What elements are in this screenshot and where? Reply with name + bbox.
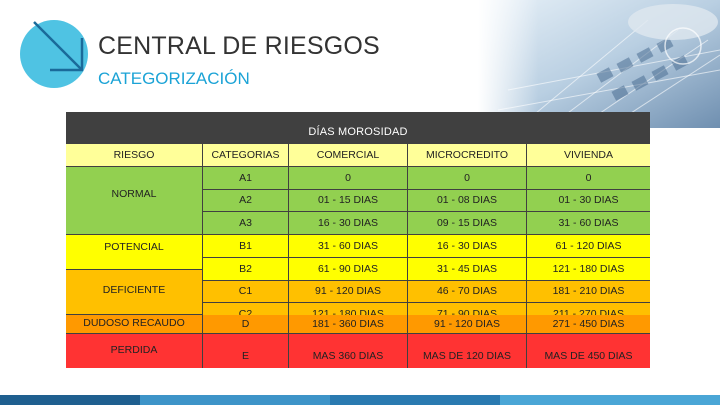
- table-cell: 09 - 15 DIAS: [408, 212, 526, 234]
- table-cell: 01 - 30 DIAS: [527, 190, 650, 211]
- table-cell: 01 - 08 DIAS: [408, 190, 526, 211]
- risk-table: DÍAS MOROSIDAD RIESGO CATEGORIAS COMERCI…: [66, 112, 650, 368]
- table-cell: MAS 360 DIAS: [289, 334, 407, 368]
- table-cell: 91 - 120 DIAS: [289, 281, 407, 302]
- table-header-row: RIESGO CATEGORIAS COMERCIAL MICROCREDITO…: [66, 144, 650, 166]
- arrow-down-right-icon: [33, 21, 84, 72]
- table-cell: A2: [203, 190, 288, 211]
- table-cell: A1: [203, 167, 288, 189]
- table-cell: 31 - 60 DIAS: [289, 235, 407, 257]
- table-cell: 181 - 360 DIAS: [289, 315, 407, 333]
- col-categorias: CATEGORIAS: [203, 144, 288, 166]
- page-title: CENTRAL DE RIESGOS: [98, 32, 380, 60]
- risk-dudoso-recaudo: DUDOSO RECAUDO: [66, 315, 202, 333]
- table-cell: B2: [203, 258, 288, 280]
- page-subtitle: CATEGORIZACIÓN: [98, 69, 250, 88]
- col-comercial: COMERCIAL: [289, 144, 407, 166]
- risk-perdida: PERDIDA: [66, 334, 202, 368]
- risk-potencial: POTENCIAL: [66, 235, 202, 269]
- logo-circle: [20, 20, 88, 88]
- table-cell: 61 - 120 DIAS: [527, 235, 650, 257]
- table-cell: 121 - 180 DIAS: [527, 258, 650, 280]
- table-cell: 16 - 30 DIAS: [408, 235, 526, 257]
- table-cell: MAS DE 450 DIAS: [527, 334, 650, 368]
- table-cell: C1: [203, 281, 288, 302]
- table-cell: 0: [408, 167, 526, 189]
- table-cell: 31 - 60 DIAS: [527, 212, 650, 234]
- table-cell: D: [203, 315, 288, 333]
- table-cell: 01 - 15 DIAS: [289, 190, 407, 211]
- bottom-bar: [0, 395, 720, 405]
- table-cell: MAS DE 120 DIAS: [408, 334, 526, 368]
- col-microcredito: MICROCREDITO: [408, 144, 526, 166]
- table-cell: 16 - 30 DIAS: [289, 212, 407, 234]
- hero-image: [478, 0, 720, 128]
- table-cell: B1: [203, 235, 288, 257]
- table-cell: A3: [203, 212, 288, 234]
- table-cell: 271 - 450 DIAS: [527, 315, 650, 333]
- table-cell: 61 - 90 DIAS: [289, 258, 407, 280]
- col-riesgo: RIESGO: [66, 144, 202, 166]
- table-cell: 46 - 70 DIAS: [408, 281, 526, 302]
- table-cell: 181 - 210 DIAS: [527, 281, 650, 302]
- table-super-header: DÍAS MOROSIDAD: [66, 112, 650, 144]
- col-vivienda: VIVIENDA: [527, 144, 650, 166]
- risk-deficiente: DEFICIENTE: [66, 270, 202, 314]
- table-cell: E: [203, 334, 288, 368]
- table-cell: 0: [527, 167, 650, 189]
- risk-normal: NORMAL: [66, 167, 202, 234]
- table-cell: 91 - 120 DIAS: [408, 315, 526, 333]
- table-cell: 0: [289, 167, 407, 189]
- table-cell: 31 - 45 DIAS: [408, 258, 526, 280]
